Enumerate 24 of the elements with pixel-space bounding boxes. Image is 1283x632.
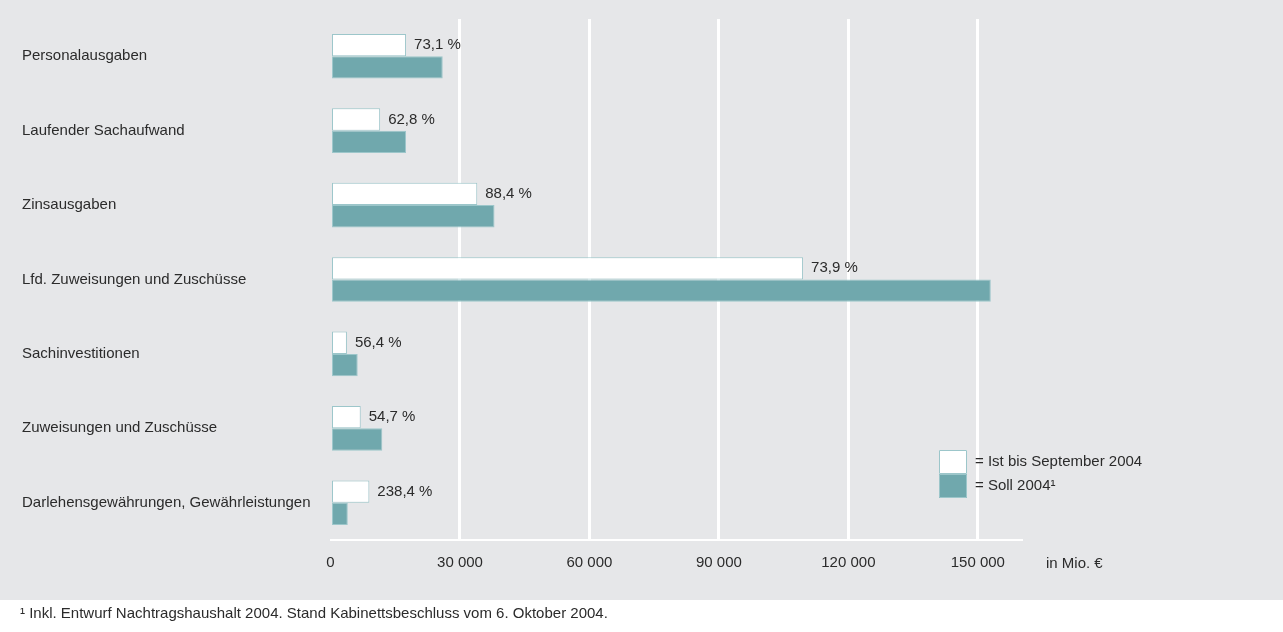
x-tick-label: 30 000 <box>437 553 483 571</box>
x-tick-label: 150 000 <box>950 553 1005 571</box>
y-tick-label: Lfd. Zuweisungen und Zuschüsse <box>22 269 247 287</box>
legend-label: = Ist bis September 2004 <box>975 452 1143 470</box>
x-tick-label: 60 000 <box>566 553 613 571</box>
x-tick-label: 120 000 <box>821 553 876 571</box>
annotation: 56,4 % <box>354 332 402 350</box>
x-tick-label: 90 000 <box>695 553 742 571</box>
y-tick-label: Darlehensgewährungen, Gewährleistungen <box>22 492 311 510</box>
annotation: 73,1 % <box>414 35 461 53</box>
annotation: 88,4 % <box>485 184 532 202</box>
y-tick-label: Zuweisungen und Zuschüsse <box>22 418 218 436</box>
annotation: 73,9 % <box>811 258 858 276</box>
y-tick-label: Zinsausgaben <box>22 195 117 213</box>
annotation: 62,8 % <box>388 109 435 127</box>
legend-label: = Soll 2004¹ <box>975 476 1056 494</box>
annotation: 54,7 % <box>368 407 416 425</box>
y-tick-label: Personalausgaben <box>22 46 148 64</box>
y-tick-label: Laufender Sachaufwand <box>22 120 185 138</box>
y-tick-label: Sachinvestitionen <box>22 344 140 362</box>
annotation: 238,4 % <box>377 481 433 499</box>
x-tick-label: 0 <box>326 553 335 571</box>
x-axis-title: in Mio. € <box>1046 554 1104 572</box>
text: ¹ Inkl. Entwurf Nachtragshaushalt 2004. Stand Kabinettsbeschluss vom 6. Oktober 2004. <box>20 604 608 622</box>
